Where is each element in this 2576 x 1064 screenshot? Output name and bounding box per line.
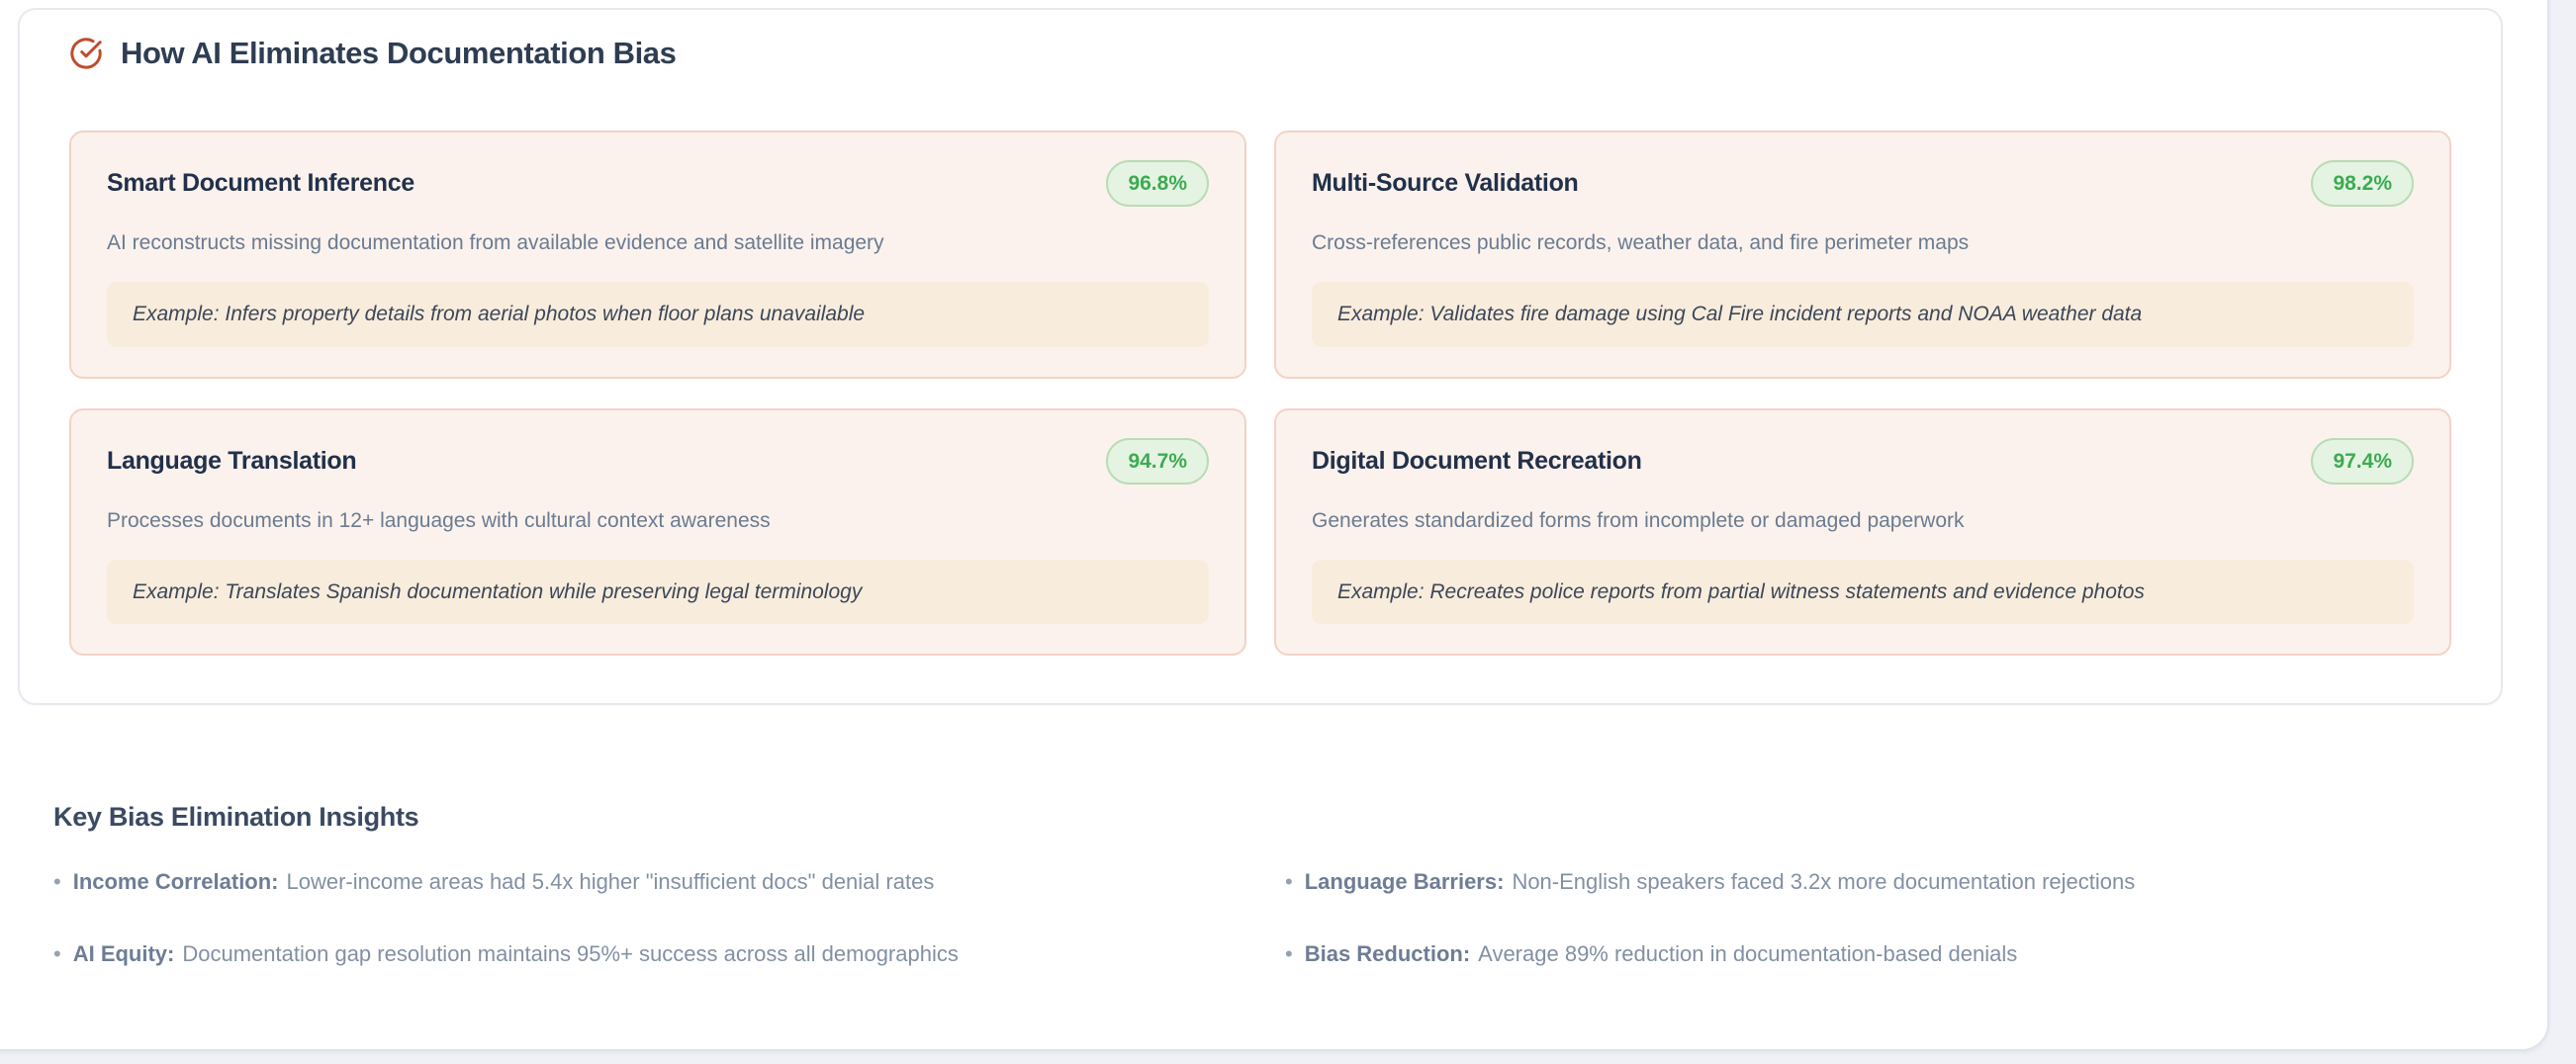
- card-header: Language Translation 94.7%: [107, 437, 1209, 485]
- feature-title: Language Translation: [107, 446, 357, 475]
- feature-description: Cross-references public records, weather…: [1312, 231, 1970, 255]
- bullet-icon: •: [1285, 940, 1293, 966]
- feature-card-digital-document-recreation: Digital Document Recreation 97.4% Genera…: [1274, 407, 2451, 657]
- insight-text: Average 89% reduction in documentation-b…: [1478, 940, 2018, 966]
- insight-text: Lower-income areas had 5.4x higher "insu…: [286, 869, 935, 894]
- feature-example: Example: Translates Spanish documentatio…: [107, 560, 1209, 625]
- check-circle-icon: [69, 37, 103, 70]
- accuracy-badge: 94.7%: [1106, 437, 1209, 485]
- insights-section: Key Bias Elimination Insights • Income Co…: [53, 802, 2467, 968]
- feature-example: Example: Validates fire damage using Cal…: [1312, 282, 2414, 347]
- insight-income-correlation: • Income Correlation: Lower-income areas h…: [53, 868, 1285, 897]
- bullet-icon: •: [53, 940, 61, 966]
- bullet-icon: •: [53, 869, 61, 894]
- feature-description: AI reconstructs missing documentation fr…: [107, 231, 884, 255]
- feature-title: Smart Document Inference: [107, 169, 414, 198]
- card-header: Smart Document Inference 96.8%: [107, 160, 1209, 208]
- feature-description: Processes documents in 12+ languages wit…: [107, 508, 771, 532]
- card-header: Multi-Source Validation 98.2%: [1312, 160, 2414, 208]
- insight-language-barriers: • Language Barriers: Non-English speakers …: [1285, 868, 2467, 897]
- insight-bias-reduction: • Bias Reduction: Average 89% reduction in…: [1285, 940, 2467, 969]
- insight-label: Income Correlation:: [72, 869, 279, 894]
- accuracy-badge: 97.4%: [2311, 437, 2414, 485]
- content-card: How AI Eliminates Documentation Bias Sma…: [0, 0, 2549, 1051]
- insights-heading: Key Bias Elimination Insights: [53, 802, 419, 832]
- panel-title: How AI Eliminates Documentation Bias: [121, 36, 677, 70]
- feature-title: Digital Document Recreation: [1312, 446, 1642, 475]
- insight-ai-equity: • AI Equity: Documentation gap resolution …: [53, 940, 1285, 969]
- accuracy-badge: 98.2%: [2311, 160, 2414, 208]
- card-header: Digital Document Recreation 97.4%: [1312, 437, 2414, 485]
- feature-title: Multi-Source Validation: [1312, 169, 1579, 198]
- feature-card-smart-document-inference: Smart Document Inference 96.8% AI recons…: [69, 131, 1246, 379]
- insight-label: AI Equity:: [72, 940, 175, 966]
- feature-card-language-translation: Language Translation 94.7% Processes doc…: [69, 407, 1246, 657]
- accuracy-badge: 96.8%: [1106, 160, 1209, 208]
- feature-example: Example: Recreates police reports from p…: [1312, 560, 2414, 625]
- insight-label: Bias Reduction:: [1304, 940, 1471, 966]
- insight-text: Documentation gap resolution maintains 9…: [182, 940, 959, 966]
- insight-text: Non-English speakers faced 3.2x more doc…: [1512, 869, 2136, 894]
- insight-label: Language Barriers:: [1304, 869, 1505, 894]
- feature-example: Example: Infers property details from ae…: [107, 282, 1209, 347]
- feature-description: Generates standardized forms from incomp…: [1312, 508, 1965, 532]
- feature-cards-grid: Smart Document Inference 96.8% AI recons…: [69, 131, 2451, 657]
- insights-grid: • Income Correlation: Lower-income areas h…: [53, 868, 2467, 968]
- bullet-icon: •: [1285, 869, 1293, 894]
- documentation-bias-panel: How AI Eliminates Documentation Bias Sma…: [18, 8, 2503, 706]
- panel-header: How AI Eliminates Documentation Bias: [69, 36, 2451, 71]
- feature-card-multi-source-validation: Multi-Source Validation 98.2% Cross-refe…: [1274, 131, 2451, 379]
